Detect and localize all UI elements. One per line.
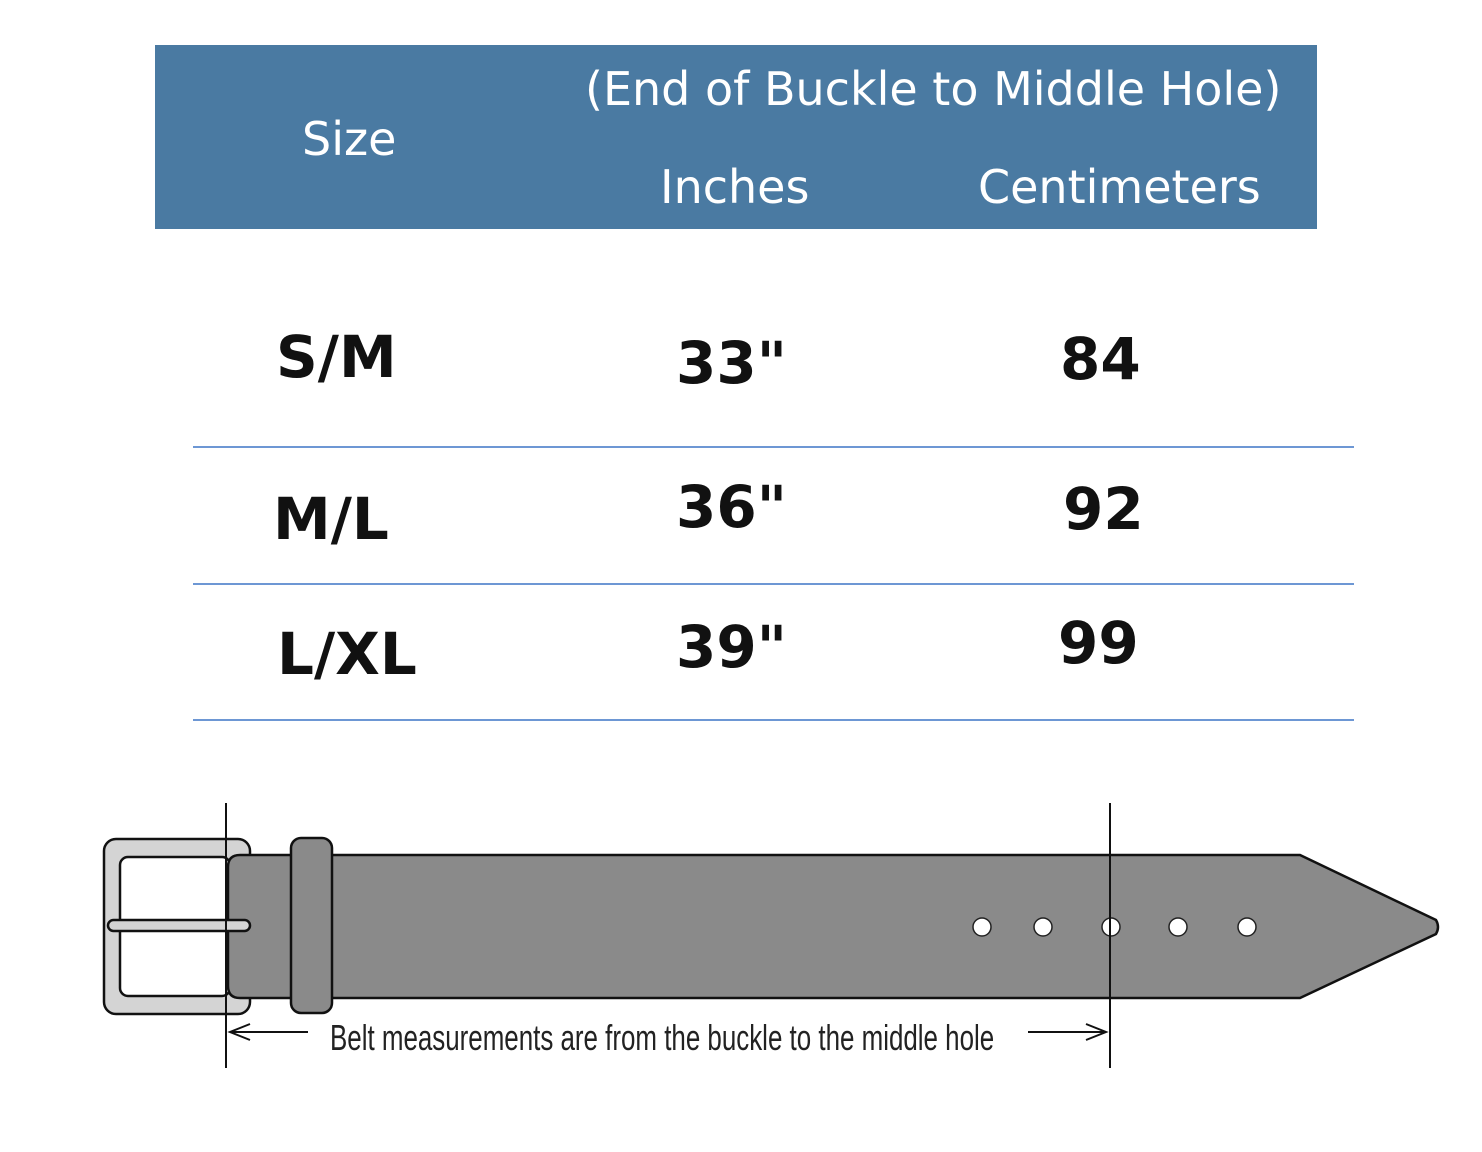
table-header [155,45,1317,229]
belt-hole [1237,917,1257,937]
header-size: Size [302,112,397,166]
diagram-caption: Belt measurements are from the buckle to… [330,1017,995,1058]
header-centimeters: Centimeters [978,160,1261,214]
belt-hole [1033,917,1053,937]
belt-loop [289,836,334,1015]
row-1-centimeters: 84 [1060,325,1141,393]
row-2-size: M/L [273,485,389,553]
row-2-centimeters: 92 [1063,475,1144,543]
row-1-size: S/M [276,323,397,391]
row-divider [193,719,1354,721]
belt-strap [226,853,1440,1000]
belt-hole [972,917,992,937]
row-3-centimeters: 99 [1058,609,1139,677]
header-inches: Inches [660,160,810,214]
buckle-prong [106,918,252,933]
row-divider [193,583,1354,585]
row-1-inches: 33" [676,329,787,397]
row-3-inches: 39" [676,613,787,681]
header-measurement-note: (End of Buckle to Middle Hole) [585,62,1282,116]
row-3-size: L/XL [277,620,417,688]
row-2-inches: 36" [676,473,787,541]
arrow-right-icon [1028,1023,1109,1041]
arrow-left-icon [227,1023,308,1041]
belt-hole [1168,917,1188,937]
row-divider [193,446,1354,448]
